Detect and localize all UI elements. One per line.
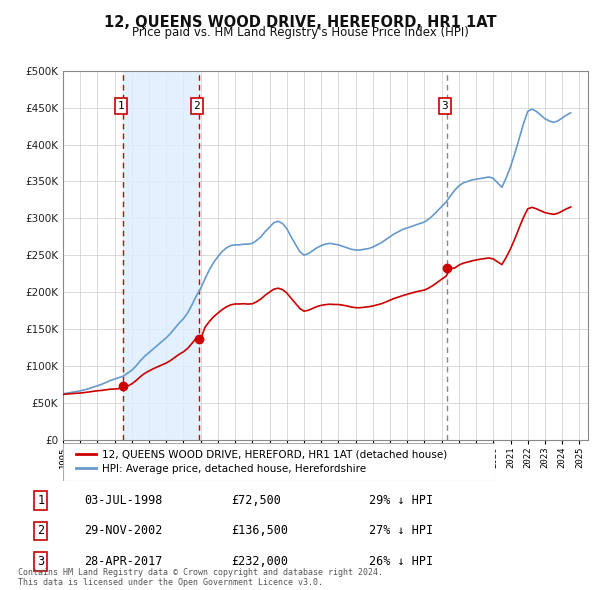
Text: Price paid vs. HM Land Registry's House Price Index (HPI): Price paid vs. HM Land Registry's House …: [131, 26, 469, 39]
Text: £136,500: £136,500: [231, 525, 288, 537]
Text: 1: 1: [37, 494, 44, 507]
Text: 2: 2: [37, 525, 44, 537]
Legend: 12, QUEENS WOOD DRIVE, HEREFORD, HR1 1AT (detached house), HPI: Average price, d: 12, QUEENS WOOD DRIVE, HEREFORD, HR1 1AT…: [73, 447, 450, 477]
Text: £232,000: £232,000: [231, 555, 288, 568]
Text: Contains HM Land Registry data © Crown copyright and database right 2024.
This d: Contains HM Land Registry data © Crown c…: [18, 568, 383, 587]
Text: 29% ↓ HPI: 29% ↓ HPI: [369, 494, 433, 507]
Text: 03-JUL-1998: 03-JUL-1998: [84, 494, 163, 507]
Text: 1: 1: [117, 101, 124, 111]
Text: 27% ↓ HPI: 27% ↓ HPI: [369, 525, 433, 537]
Bar: [123, 71, 199, 440]
Text: 26% ↓ HPI: 26% ↓ HPI: [369, 555, 433, 568]
Text: 3: 3: [442, 101, 448, 111]
Text: 29-NOV-2002: 29-NOV-2002: [84, 525, 163, 537]
Text: 28-APR-2017: 28-APR-2017: [84, 555, 163, 568]
Text: 3: 3: [37, 555, 44, 568]
Text: 2: 2: [193, 101, 200, 111]
Text: £72,500: £72,500: [231, 494, 281, 507]
Text: 12, QUEENS WOOD DRIVE, HEREFORD, HR1 1AT: 12, QUEENS WOOD DRIVE, HEREFORD, HR1 1AT: [104, 15, 496, 30]
